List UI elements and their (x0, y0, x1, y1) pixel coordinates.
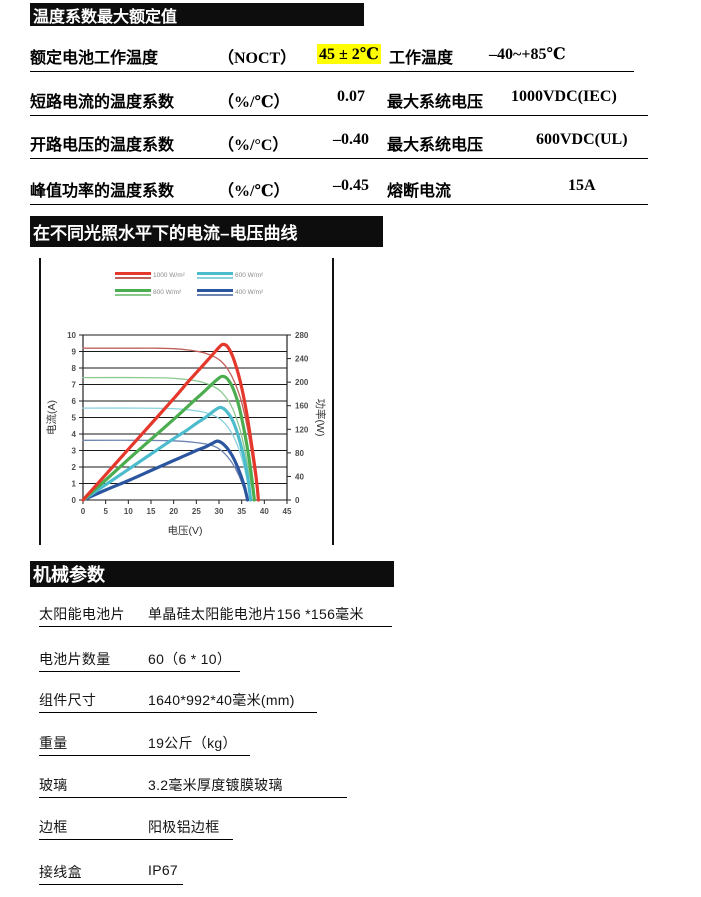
spec-row-pmax-coeff: 峰值功率的温度系数 （%/℃） –0.45 熔断电流 15A (30, 177, 648, 205)
svg-text:电流(A): 电流(A) (45, 400, 58, 435)
svg-text:5: 5 (72, 414, 77, 423)
spec-unit: （%/°C） (218, 137, 289, 154)
legend-label: 1000 W/m² (153, 272, 185, 279)
svg-text:7: 7 (72, 381, 77, 390)
spec-value-2: 600VDC(UL) (536, 131, 628, 148)
svg-text:0: 0 (295, 496, 300, 505)
section-header-label: 在不同光照水平下的电流–电压曲线 (33, 224, 298, 243)
section-header-iv-curves: 在不同光照水平下的电流–电压曲线 (30, 216, 383, 247)
spec-value: –0.45 (333, 177, 369, 194)
mech-value: 3.2毫米厚度镀膜玻璃 (148, 777, 283, 793)
mech-label: 边框 (39, 819, 68, 835)
svg-text:电压(V): 电压(V) (168, 524, 203, 537)
spec-value: 0.07 (337, 88, 365, 105)
spec-label: 开路电压的温度系数 (30, 137, 175, 154)
spec-label-2: 熔断电流 (387, 183, 452, 200)
svg-text:功率(W): 功率(W) (314, 399, 327, 437)
svg-text:6: 6 (72, 397, 77, 406)
legend-label: 600 W/m² (235, 272, 264, 279)
mech-label: 接线盒 (39, 864, 82, 880)
svg-text:10: 10 (67, 331, 76, 340)
svg-text:280: 280 (295, 331, 309, 340)
section-header-label: 温度系数最大额定值 (33, 8, 178, 26)
spec-label: 短路电流的温度系数 (30, 94, 175, 111)
svg-text:30: 30 (215, 507, 224, 516)
legend-swatch (197, 272, 233, 279)
mech-row-weight: 重量 19公斤（kg） (39, 731, 250, 756)
mech-row-junction-box: 接线盒 IP67 (39, 860, 183, 885)
svg-text:80: 80 (295, 449, 304, 458)
svg-text:5: 5 (103, 507, 108, 516)
spec-value-2: –40~+85℃ (489, 46, 566, 63)
spec-row-noct: 额定电池工作温度 （NOCT） 45 ± 2℃ 工作温度 –40~+85℃ (30, 44, 634, 72)
legend-swatch (115, 289, 151, 296)
svg-text:0: 0 (81, 507, 86, 516)
svg-text:240: 240 (295, 355, 309, 364)
spec-value-highlighted: 45 ± 2℃ (317, 44, 381, 64)
spec-label: 额定电池工作温度 (30, 50, 159, 67)
legend-label: 800 W/m² (153, 289, 182, 296)
svg-text:35: 35 (237, 507, 246, 516)
spec-label-2: 最大系统电压 (387, 137, 484, 154)
mech-value: IP67 (148, 862, 178, 878)
svg-text:3: 3 (72, 447, 77, 456)
svg-text:20: 20 (169, 507, 178, 516)
mech-label: 重量 (39, 735, 68, 751)
mech-label: 玻璃 (39, 777, 68, 793)
mech-row-module-size: 组件尺寸 1640*992*40毫米(mm) (39, 688, 317, 713)
legend-label: 400 W/m² (235, 289, 264, 296)
spec-row-voc-coeff: 开路电压的温度系数 （%/°C） –0.40 最大系统电压 600VDC(UL) (30, 131, 648, 159)
spec-value-2: 1000VDC(IEC) (511, 88, 617, 105)
spec-value: –0.40 (333, 131, 369, 148)
svg-text:9: 9 (72, 348, 77, 357)
mech-row-frame: 边框 阳极铝边框 (39, 815, 233, 840)
section-header-label: 机械参数 (33, 565, 105, 585)
svg-text:1: 1 (72, 480, 77, 489)
svg-text:40: 40 (295, 472, 304, 481)
legend-swatch (115, 272, 151, 279)
svg-text:8: 8 (72, 364, 77, 373)
svg-text:0: 0 (72, 496, 77, 505)
spec-label-2: 工作温度 (389, 50, 454, 67)
section-header-temperature-ratings: 温度系数最大额定值 (30, 3, 364, 26)
mech-row-glass: 玻璃 3.2毫米厚度镀膜玻璃 (39, 773, 347, 798)
mech-label: 太阳能电池片 (39, 606, 125, 622)
section-header-mechanical: 机械参数 (30, 561, 394, 587)
legend-entry-800wm2: 800 W/m² (115, 289, 181, 296)
svg-text:120: 120 (295, 425, 309, 434)
spec-value-2: 15A (568, 177, 596, 194)
mech-value: 阳极铝边框 (148, 819, 220, 835)
svg-text:15: 15 (147, 507, 156, 516)
mech-value: 19公斤（kg） (148, 735, 237, 751)
svg-text:40: 40 (260, 507, 269, 516)
svg-text:4: 4 (72, 430, 77, 439)
mech-row-cell-count: 电池片数量 60（6 * 10） (39, 647, 240, 672)
spec-label-2: 最大系统电压 (387, 94, 484, 111)
spec-unit: （%/℃） (218, 94, 290, 111)
iv-curve-chart: 0 1 2 3 4 5 6 7 8 9 10 0 40 80 120 160 200 240 280 0 5 10 15 20… (39, 258, 334, 545)
mech-value: 单晶硅太阳能电池片156 *156毫米 (148, 606, 364, 622)
mech-label: 电池片数量 (39, 651, 111, 667)
mech-label: 组件尺寸 (39, 692, 97, 708)
legend-swatch (197, 289, 233, 296)
spec-row-isc-coeff: 短路电流的温度系数 （%/℃） 0.07 最大系统电压 1000VDC(IEC) (30, 88, 648, 116)
spec-label: 峰值功率的温度系数 (30, 183, 175, 200)
mech-value: 60（6 * 10） (148, 651, 232, 667)
spec-unit: （%/℃） (218, 183, 290, 200)
spec-unit: （NOCT） (218, 50, 297, 67)
svg-text:25: 25 (192, 507, 201, 516)
svg-text:160: 160 (295, 402, 309, 411)
legend-entry-400wm2: 400 W/m² (197, 289, 263, 296)
svg-text:200: 200 (295, 378, 309, 387)
svg-text:45: 45 (283, 507, 292, 516)
legend-entry-1000wm2: 1000 W/m² (115, 272, 185, 279)
legend-entry-600wm2: 600 W/m² (197, 272, 263, 279)
svg-text:2: 2 (72, 463, 77, 472)
mech-value: 1640*992*40毫米(mm) (148, 692, 295, 708)
mech-row-solar-cell: 太阳能电池片 单晶硅太阳能电池片156 *156毫米 (39, 602, 392, 627)
svg-text:10: 10 (124, 507, 133, 516)
